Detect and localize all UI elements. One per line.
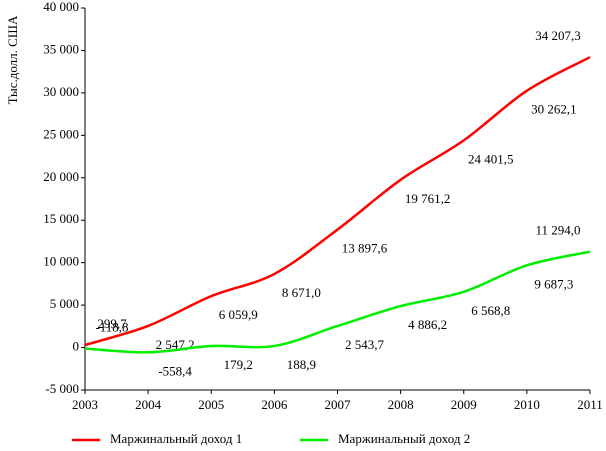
- value-label: 11 294,0: [535, 223, 580, 238]
- y-tick-label: 0: [73, 339, 80, 354]
- value-label: 4 886,2: [408, 317, 447, 332]
- value-label: 2 543,7: [345, 337, 385, 352]
- value-label: 6 568,8: [471, 303, 510, 318]
- legend-label: Маржинальный доход 1: [110, 431, 242, 446]
- y-tick-label: 35 000: [43, 41, 79, 56]
- x-tick-label: 2011: [577, 397, 603, 412]
- y-tick-label: 15 000: [43, 211, 79, 226]
- y-tick-label: 40 000: [43, 0, 79, 14]
- value-label: 34 207,3: [535, 28, 581, 43]
- value-label: 8 671,0: [282, 285, 321, 300]
- y-tick-label: -5 000: [45, 381, 79, 396]
- value-label: -558,4: [158, 363, 192, 378]
- value-label: 24 401,5: [468, 151, 514, 166]
- legend-label: Маржинальный доход 2: [338, 431, 470, 446]
- y-tick-label: 5 000: [50, 296, 79, 311]
- x-tick-label: 2009: [451, 397, 477, 412]
- y-tick-label: 25 000: [43, 126, 79, 141]
- value-label: 179,2: [224, 357, 253, 372]
- value-label: 19 761,2: [405, 191, 451, 206]
- x-tick-label: 2008: [388, 397, 414, 412]
- line: [84, 56, 591, 347]
- y-tick-label: 30 000: [43, 84, 79, 99]
- line: [84, 250, 591, 354]
- y-tick-label: 10 000: [43, 254, 79, 269]
- x-tick-label: 2006: [261, 397, 288, 412]
- x-tick-label: 2003: [72, 397, 98, 412]
- y-tick-label: 20 000: [43, 169, 79, 184]
- value-label: 30 262,1: [531, 102, 577, 117]
- value-label: -118,8: [95, 320, 128, 335]
- value-label: 13 897,6: [342, 241, 388, 256]
- x-tick-label: 2010: [514, 397, 540, 412]
- value-label: 188,9: [287, 357, 316, 372]
- value-label: 6 059,9: [219, 307, 258, 322]
- x-tick-label: 2004: [135, 397, 162, 412]
- y-axis-label: Тыс.долл. США: [5, 15, 20, 104]
- value-label: 299,7: [97, 316, 127, 331]
- value-label: 9 687,3: [534, 276, 573, 291]
- x-tick-label: 2005: [198, 397, 224, 412]
- x-tick-label: 2007: [325, 397, 352, 412]
